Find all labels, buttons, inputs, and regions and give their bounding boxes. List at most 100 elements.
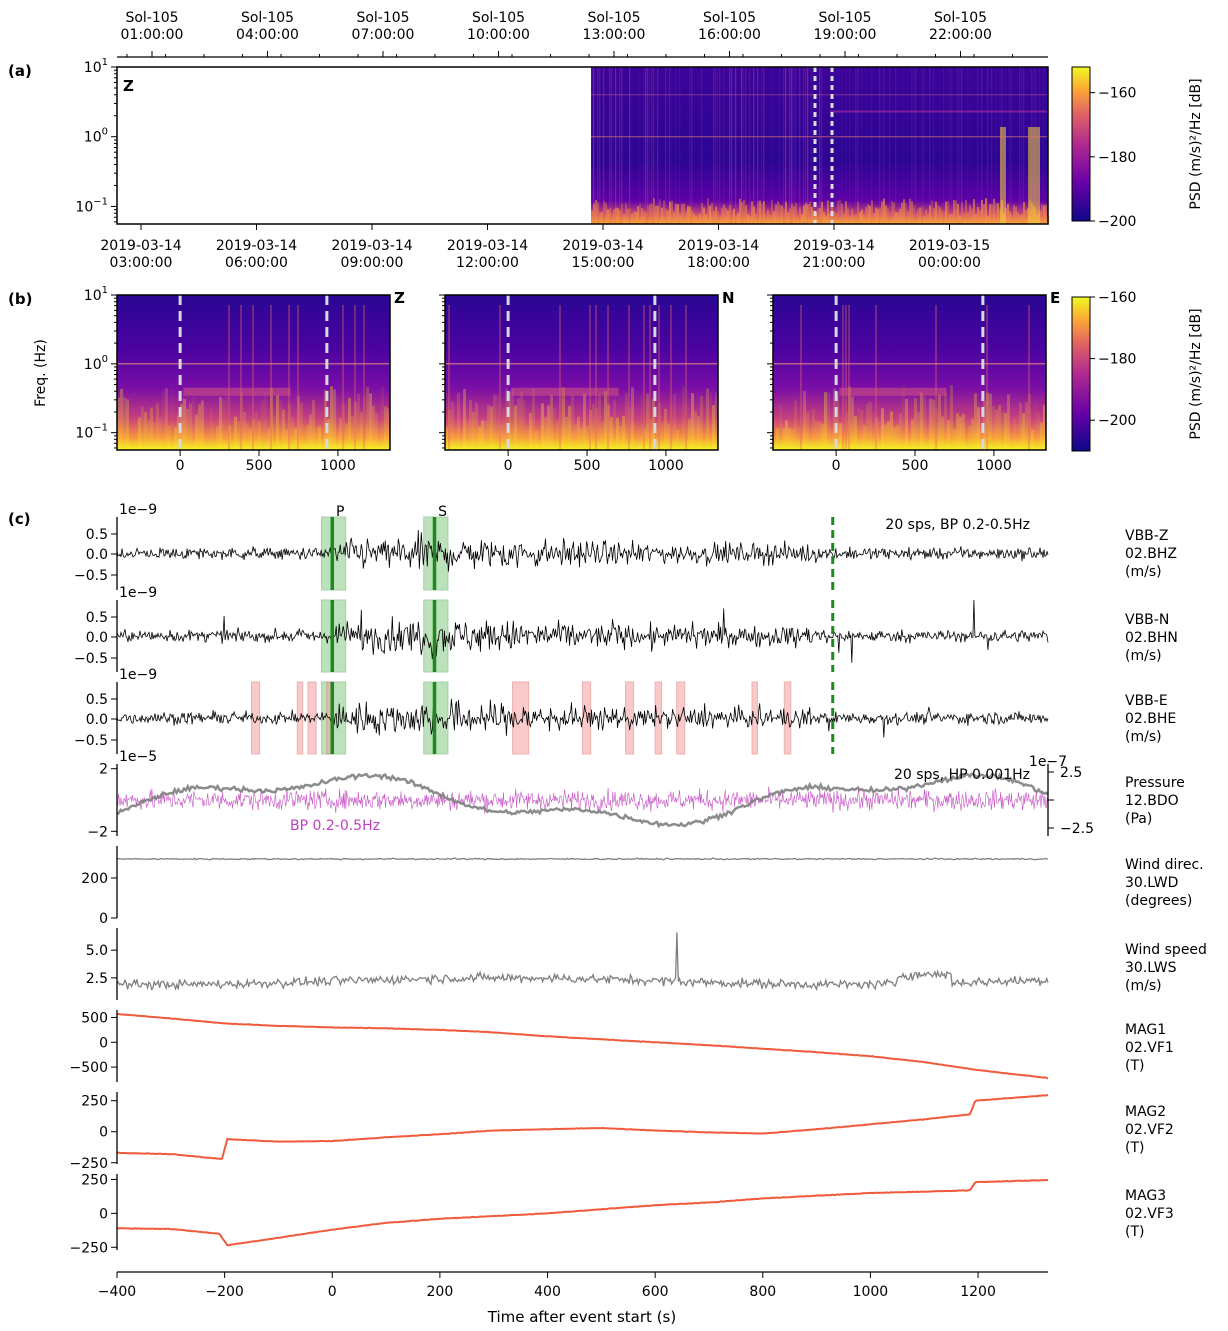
panel-b-texture <box>117 305 390 450</box>
svg-text:VBB-N: VBB-N <box>1125 612 1169 628</box>
panel-a-frame <box>116 66 1049 225</box>
panel-b-subplot-E: E 0 500 1000 <box>767 289 1060 474</box>
ytick-label-2: −0.5 <box>74 733 108 749</box>
magnetometer-line <box>116 1094 1049 1161</box>
svg-text:(T): (T) <box>1125 1058 1144 1074</box>
ytick-label-0: 250 <box>81 1172 108 1188</box>
svg-text:Sol-105: Sol-105 <box>125 10 178 26</box>
ytick-label-1: 0.0 <box>86 712 108 728</box>
panel-b-xtick-label-0: 0 <box>176 458 185 474</box>
trace-windspeed: 5.0 2.5 Wind speed 30.LWS (m/s) <box>86 928 1207 1000</box>
panel-c-traces: P S 0.5 0.0 −0.5 1e−9 20 sps, BP 0.2-0.5Hz VBB-… <box>70 502 1207 1326</box>
panel-a-spectrogram: Z10110010−12019-03-1403:00:002019-03-140… <box>75 10 1204 271</box>
svg-text:(m/s): (m/s) <box>1125 729 1162 745</box>
panel-b-ytick-label-0: 101 <box>84 285 108 304</box>
panel-label-a: (a) <box>8 62 32 80</box>
ytick-label-0: 0.5 <box>86 692 108 708</box>
glitch-window-5 <box>582 681 592 755</box>
trace-label: Wind speed 30.LWS (m/s) <box>1125 942 1207 994</box>
trace-label: MAG3 02.VF3 (T) <box>1125 1188 1174 1240</box>
svg-text:MAG3: MAG3 <box>1125 1188 1166 1204</box>
svg-text:(m/s): (m/s) <box>1125 648 1162 664</box>
xtick-label-3: 200 <box>427 1284 454 1300</box>
xtick-label-6: 800 <box>749 1284 776 1300</box>
pressure-highpass-line <box>116 772 1049 829</box>
panel-b-frame <box>772 294 1047 451</box>
ytick-label-0: 500 <box>81 1010 108 1026</box>
svg-text:00:00:00: 00:00:00 <box>918 255 981 271</box>
ytick-label-0: 250 <box>81 1094 108 1110</box>
svg-text:2019-03-14: 2019-03-14 <box>793 238 874 254</box>
svg-text:Wind direc.: Wind direc. <box>1125 857 1204 873</box>
xtick-label-4: 400 <box>534 1284 561 1300</box>
svg-text:06:00:00: 06:00:00 <box>225 255 288 271</box>
trace-label: Pressure 12.BDO (Pa) <box>1125 775 1185 827</box>
right-ytick-label-2: −2.5 <box>1060 821 1094 837</box>
panel-b-colorbar-label: PSD (m/s)²/Hz [dB] <box>1188 308 1204 439</box>
svg-text:30.LWD: 30.LWD <box>1125 875 1178 891</box>
panel-b-ylabel: Freq. (Hz) <box>33 339 49 407</box>
ytick-label-1: 0 <box>99 1206 108 1222</box>
ytick-label-0: 2 <box>99 762 108 778</box>
svg-text:Sol-105: Sol-105 <box>472 10 525 26</box>
svg-text:(m/s): (m/s) <box>1125 978 1162 994</box>
trace-label: Wind direc. 30.LWD (degrees) <box>1125 857 1204 909</box>
ytick-label-2: −250 <box>70 1156 108 1172</box>
panel-b-xtick-label-1: 500 <box>246 458 273 474</box>
ytick-label-2: −0.5 <box>74 651 108 667</box>
wind-speed-line <box>116 932 1049 992</box>
svg-text:Wind speed: Wind speed <box>1125 942 1207 958</box>
svg-text:01:00:00: 01:00:00 <box>121 27 184 43</box>
trace-pressure: 2 −2 1e−5 20 sps, HP 0.001Hz BP 0.2-0.5Hz 2.5… <box>87 749 1184 840</box>
trace-mag1: 500 0 −500 MAG1 02.VF1 (T) <box>70 1010 1174 1082</box>
ytick-label-2: −0.5 <box>74 568 108 584</box>
scale-factor: 1e−9 <box>119 502 157 518</box>
svg-text:02.BHN: 02.BHN <box>1125 630 1178 646</box>
xtick-label-5: 600 <box>642 1284 669 1300</box>
panel-a-spectral-streaks <box>591 67 1049 224</box>
xtick-label-1: −200 <box>205 1284 243 1300</box>
glitch-window-10 <box>783 681 792 755</box>
trace-label: MAG1 02.VF1 (T) <box>1125 1022 1174 1074</box>
svg-text:2019-03-14: 2019-03-14 <box>678 238 759 254</box>
panel-b-event-energy <box>839 387 947 396</box>
panel-b-xtick-label-0: 0 <box>504 458 513 474</box>
xtick-label-2: 0 <box>328 1284 337 1300</box>
glitch-window-9 <box>751 681 758 755</box>
svg-text:2019-03-14: 2019-03-14 <box>216 238 297 254</box>
ytick-label-1: 0 <box>99 1125 108 1141</box>
panel-b-xtick-label-1: 500 <box>902 458 929 474</box>
svg-text:15:00:00: 15:00:00 <box>572 255 635 271</box>
panel-b-spectrogram-image <box>445 295 718 450</box>
svg-text:22:00:00: 22:00:00 <box>929 27 992 43</box>
panel-b-colorbar-tick-label-1: −180 <box>1098 352 1136 368</box>
panel-a-colorbar-tick-label-0: −160 <box>1098 86 1136 102</box>
svg-text:(degrees): (degrees) <box>1125 893 1192 909</box>
svg-text:2019-03-14: 2019-03-14 <box>100 238 181 254</box>
svg-text:04:00:00: 04:00:00 <box>236 27 299 43</box>
trace-line <box>116 698 1049 738</box>
pressure-bandpass-line <box>116 786 1049 814</box>
magnetometer-line <box>116 1178 1049 1247</box>
svg-text:2019-03-15: 2019-03-15 <box>909 238 990 254</box>
trace-annotation: 20 sps, BP 0.2-0.5Hz <box>885 517 1030 533</box>
svg-text:02.VF3: 02.VF3 <box>1125 1206 1174 1222</box>
trace-line <box>116 530 1049 572</box>
ytick-label-0: 5.0 <box>86 943 108 959</box>
svg-text:Pressure: Pressure <box>1125 775 1185 791</box>
ytick-label-0: 0.5 <box>86 610 108 626</box>
panel-b-component-label: E <box>1050 289 1060 307</box>
panel-b-frame <box>116 294 391 451</box>
svg-text:03:00:00: 03:00:00 <box>110 255 173 271</box>
svg-text:18:00:00: 18:00:00 <box>687 255 750 271</box>
ytick-label-0: 200 <box>81 871 108 887</box>
svg-text:VBB-Z: VBB-Z <box>1125 528 1168 544</box>
glitch-window-7 <box>654 681 663 755</box>
